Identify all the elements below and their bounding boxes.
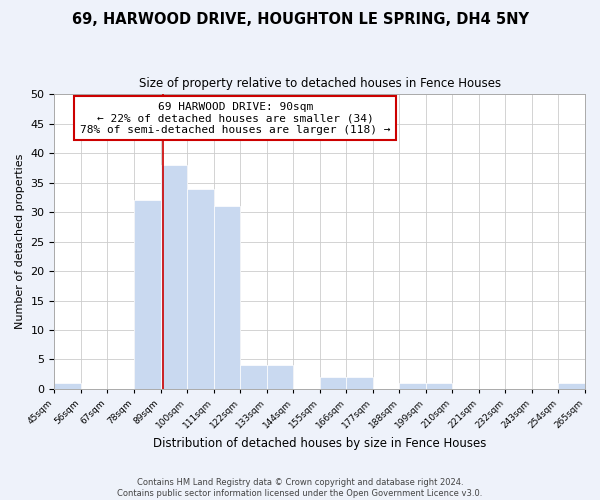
Title: Size of property relative to detached houses in Fence Houses: Size of property relative to detached ho…	[139, 78, 501, 90]
X-axis label: Distribution of detached houses by size in Fence Houses: Distribution of detached houses by size …	[153, 437, 487, 450]
Text: Contains HM Land Registry data © Crown copyright and database right 2024.
Contai: Contains HM Land Registry data © Crown c…	[118, 478, 482, 498]
Bar	[134, 200, 161, 389]
Bar	[426, 383, 452, 389]
Bar	[214, 206, 240, 389]
Bar	[559, 383, 585, 389]
Bar	[266, 366, 293, 389]
Text: 69, HARWOOD DRIVE, HOUGHTON LE SPRING, DH4 5NY: 69, HARWOOD DRIVE, HOUGHTON LE SPRING, D…	[71, 12, 529, 28]
Bar	[346, 377, 373, 389]
Bar	[55, 383, 81, 389]
Bar	[240, 366, 266, 389]
Text: 69 HARWOOD DRIVE: 90sqm
← 22% of detached houses are smaller (34)
78% of semi-de: 69 HARWOOD DRIVE: 90sqm ← 22% of detache…	[80, 102, 391, 134]
Bar	[320, 377, 346, 389]
Bar	[187, 188, 214, 389]
Bar	[399, 383, 426, 389]
Y-axis label: Number of detached properties: Number of detached properties	[15, 154, 25, 330]
Bar	[161, 165, 187, 389]
